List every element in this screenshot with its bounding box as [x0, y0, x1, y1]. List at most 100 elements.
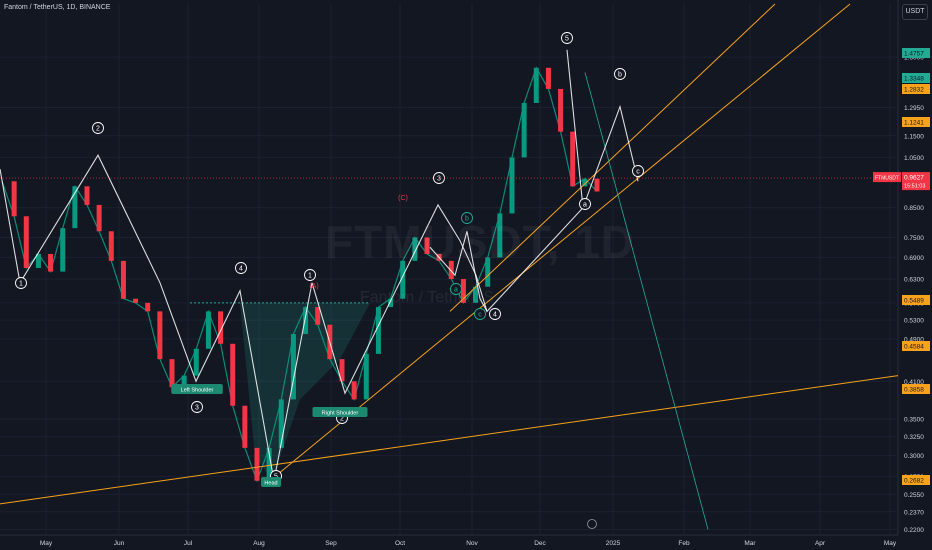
- candle-up: [181, 375, 187, 388]
- y-tick-label: 0.2370: [904, 509, 924, 516]
- candle-down: [157, 311, 163, 360]
- wave-marker: [15, 277, 27, 289]
- candle-up: [303, 307, 309, 335]
- x-tick-label: Oct: [395, 540, 405, 547]
- wave-marker: [561, 32, 573, 44]
- pattern-label: Right Shoulder: [322, 411, 359, 417]
- symbol-label: FTMUSDT: [875, 176, 899, 182]
- candle-down: [570, 131, 576, 187]
- candle-down: [96, 204, 102, 232]
- candle-down: [84, 186, 90, 205]
- candle-down: [145, 302, 151, 312]
- candle-down: [558, 88, 564, 132]
- candle-down: [133, 298, 139, 303]
- candle-down: [545, 67, 551, 89]
- pattern-badge: [261, 477, 281, 487]
- wave-marker: [632, 165, 644, 177]
- candle-down: [120, 260, 126, 299]
- price-badge-label: 0.5489: [904, 298, 924, 305]
- x-tick-label: Jul: [184, 540, 193, 547]
- y-tick-label: 0.3500: [904, 416, 924, 423]
- price-badge-label: 0.4584: [904, 344, 924, 351]
- wave-label: b: [465, 216, 469, 223]
- price-badge: [902, 48, 930, 58]
- currency-button[interactable]: USDT: [902, 4, 928, 20]
- candle-down: [594, 178, 600, 192]
- elliott-wave-secondary: [273, 49, 639, 481]
- candle-up: [412, 237, 418, 261]
- y-tick-label: 0.4100: [904, 379, 924, 386]
- candle-down: [48, 253, 54, 272]
- wave-label: 3: [437, 176, 441, 183]
- y-tick-label: 1.6000: [904, 55, 924, 62]
- candle-down: [218, 311, 224, 344]
- wave-marker: [235, 262, 247, 274]
- candle-up: [205, 311, 211, 349]
- price-badge: [902, 475, 930, 485]
- pattern-badge: [312, 407, 368, 417]
- x-tick-label: Jun: [114, 540, 125, 547]
- candle-up: [193, 348, 199, 376]
- wave-label: 5: [565, 36, 569, 43]
- timer-icon: [587, 519, 597, 529]
- y-tick-label: 1.1500: [904, 133, 924, 140]
- watermark-name: Fantom / TetherUS: [360, 289, 494, 306]
- x-tick-label: Mar: [744, 540, 756, 547]
- wave-label: c: [636, 169, 640, 176]
- symbol-badge: [873, 172, 901, 183]
- wave-label: a: [454, 287, 458, 294]
- candle-up: [497, 213, 503, 258]
- price-badge: [902, 84, 930, 94]
- y-tick-label: 1.0500: [904, 155, 924, 162]
- trendline-upper: [449, 3, 776, 312]
- y-tick-label: 0.2200: [904, 527, 924, 534]
- candle-up: [533, 67, 539, 103]
- wave-label-a-red: (A): [309, 283, 318, 290]
- x-tick-label: Sep: [325, 540, 337, 547]
- price-badge: [902, 341, 930, 351]
- candle-up: [473, 286, 479, 303]
- candle-up: [60, 228, 66, 272]
- price-badge: [902, 73, 930, 83]
- wave-marker: [614, 68, 626, 80]
- wave-marker: [191, 401, 203, 413]
- candle-down: [108, 231, 114, 261]
- candle-down: [448, 260, 454, 280]
- y-tick-label: 0.5300: [904, 318, 924, 325]
- pattern-label: Left Shoulder: [181, 388, 214, 394]
- candle-up: [35, 253, 41, 268]
- candle-up: [278, 399, 284, 448]
- candle-down: [169, 359, 175, 388]
- wave-label: 2: [340, 416, 344, 423]
- y-tick-label: 0.6300: [904, 277, 924, 284]
- wave-marker: [474, 308, 486, 320]
- y-tick-label: 0.3250: [904, 434, 924, 441]
- wave-marker: [579, 198, 591, 210]
- wave-marker: [461, 212, 473, 224]
- candle-up: [363, 353, 369, 400]
- price-badge-label: 1.3348: [904, 76, 924, 83]
- price-badge-label: 0.3858: [904, 387, 924, 394]
- current-price-label: 0.9627: [904, 175, 924, 182]
- candle-up: [266, 447, 272, 481]
- candle-up: [485, 257, 491, 287]
- price-badge: [902, 384, 930, 394]
- candle-down: [230, 343, 236, 406]
- chart-title: Fantom / TetherUS, 1D, BINANCE: [4, 4, 111, 11]
- x-tick-label: 2025: [606, 540, 621, 547]
- trendline-long: [0, 375, 899, 505]
- y-tick-label: 0.6900: [904, 255, 924, 262]
- candle-up: [290, 334, 296, 400]
- candle-down: [254, 447, 260, 481]
- candle-down: [339, 359, 345, 382]
- candle-down: [460, 279, 466, 303]
- x-tick-label: Nov: [466, 540, 478, 547]
- wave-label: b: [618, 72, 622, 79]
- x-tick-label: Aug: [253, 540, 265, 547]
- wave-label: 4: [493, 312, 497, 319]
- candle-up: [388, 298, 394, 308]
- x-tick-label: Dec: [534, 540, 546, 547]
- elliott-wave-correction: [429, 231, 488, 312]
- price-badge-label: 0.2682: [904, 478, 924, 485]
